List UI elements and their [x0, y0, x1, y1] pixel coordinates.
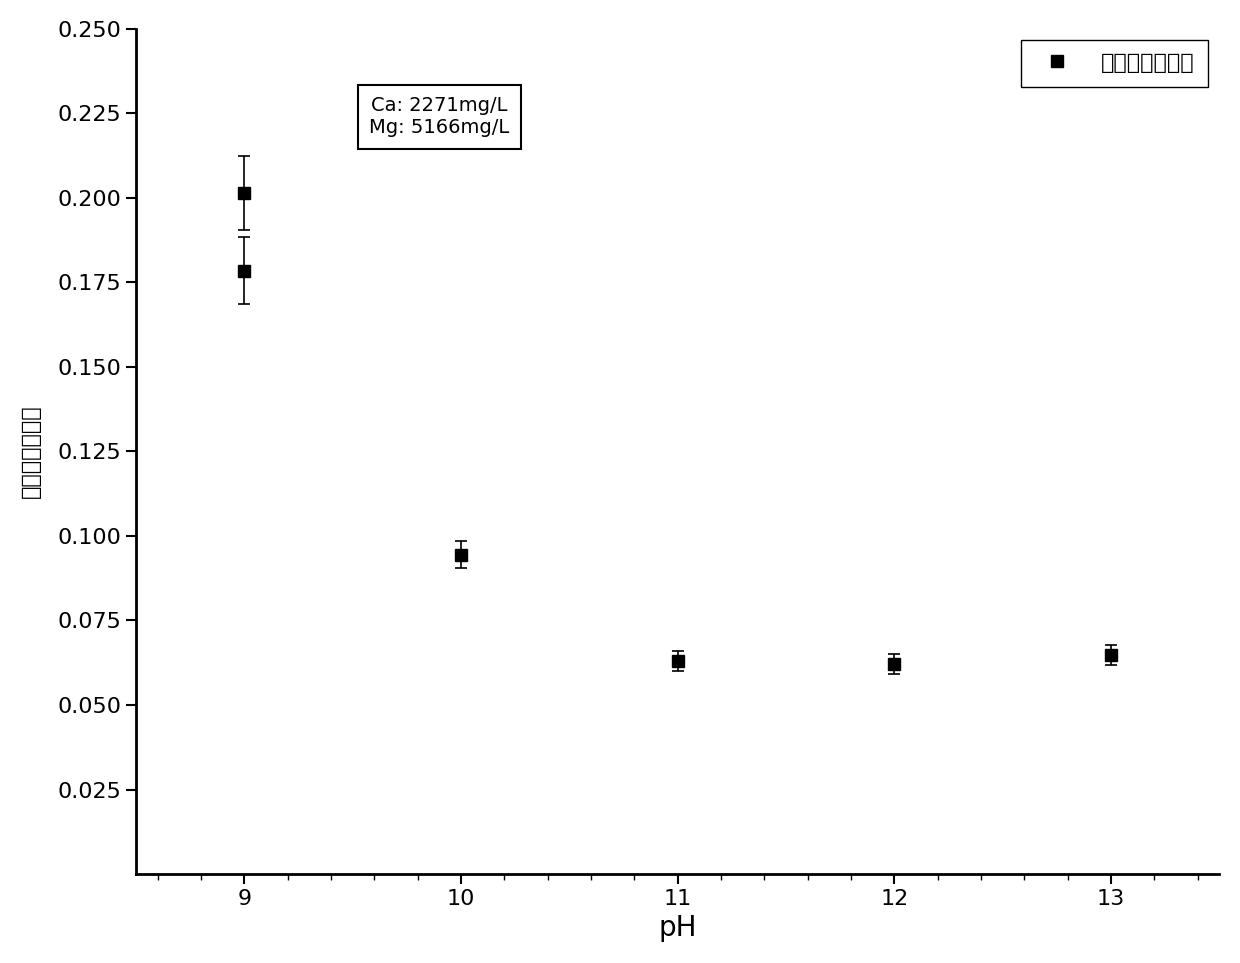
Text: Ca: 2271mg/L
Mg: 5166mg/L: Ca: 2271mg/L Mg: 5166mg/L: [370, 96, 510, 138]
Legend: 馒镇沉淠摸尔比: 馒镇沉淠摸尔比: [1021, 39, 1208, 87]
Y-axis label: 馒镇沉淠摸尔比: 馒镇沉淠摸尔比: [21, 404, 41, 498]
X-axis label: pH: pH: [658, 914, 697, 942]
